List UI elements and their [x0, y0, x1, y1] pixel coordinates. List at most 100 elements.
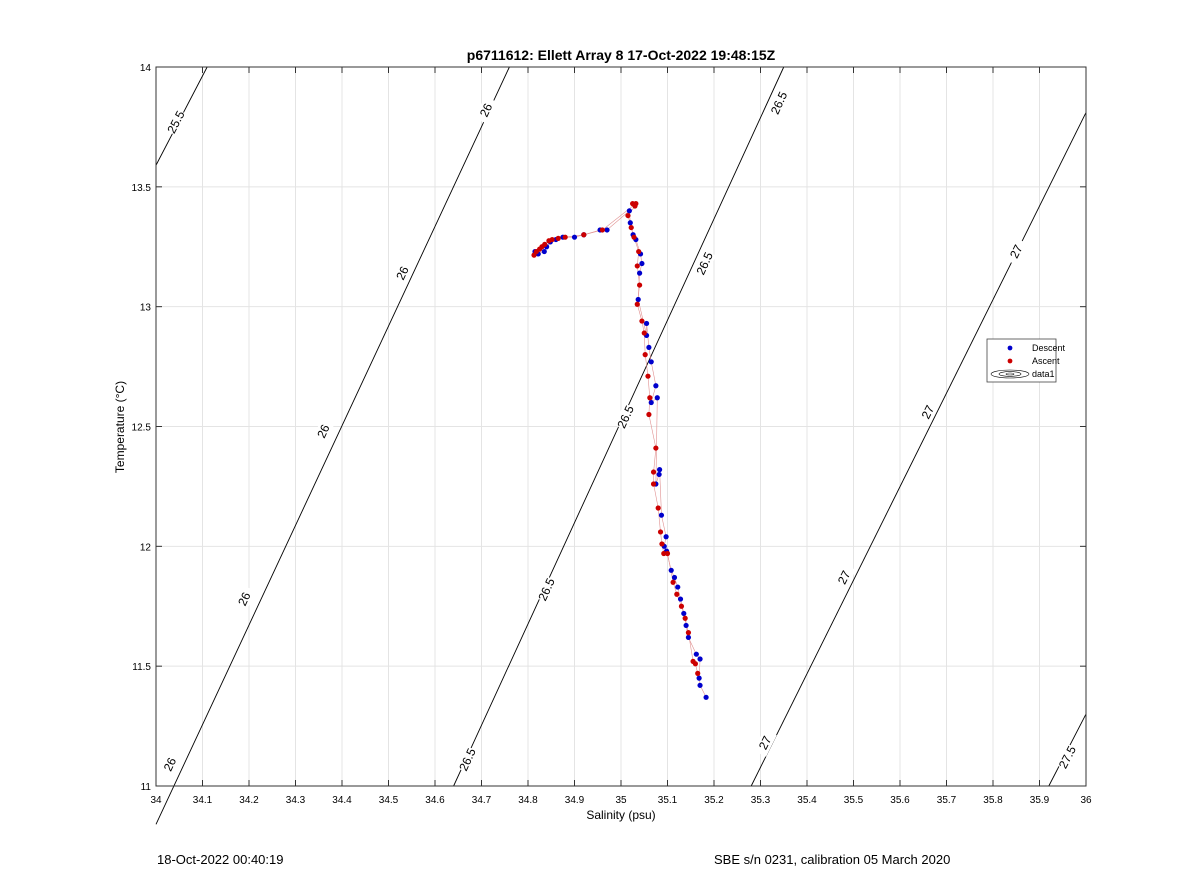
isopycnal-label-bg [535, 575, 558, 604]
isopycnal-label-bg [753, 728, 777, 757]
legend-contour-icon [990, 369, 1030, 379]
legend-label-ascent: Ascent [1032, 356, 1060, 366]
isopycnal-label: 26.5 [456, 746, 479, 773]
isopycnal-label: 26.5 [693, 250, 716, 277]
ascent-point [661, 550, 667, 557]
ascent-point [682, 615, 688, 621]
x-tick-label: 35.6 [890, 795, 910, 806]
y-tick-label: 11 [141, 782, 152, 793]
ascent-point [634, 263, 640, 269]
legend-marker-ascent [1007, 358, 1013, 364]
isopycnal-label: 26 [393, 264, 411, 282]
isopycnal-label-bg [916, 398, 940, 426]
ascent-point [685, 630, 692, 636]
y-axis-ticks: 11 11.5 12 12.5 13 13.5 14 [132, 63, 1086, 793]
descent-point [697, 682, 703, 688]
descent-point [671, 574, 678, 581]
ascent-point [581, 232, 587, 238]
ascent-point [647, 395, 653, 401]
isopycnal-line [155, 66, 510, 825]
x-tick-label: 35.3 [751, 795, 771, 806]
isopycnal-label-bg [232, 585, 256, 613]
descent-point [571, 234, 578, 240]
ascent-point [639, 318, 645, 324]
x-tick-label: 35.5 [844, 795, 864, 806]
x-tick-label: 35.8 [983, 795, 1003, 806]
isopycnal-label-bg [391, 259, 414, 287]
y-tick-label: 12.5 [132, 423, 152, 434]
x-tick-label: 34.9 [565, 795, 585, 806]
ascent-point [645, 373, 651, 379]
isopycnal-label: 26 [314, 422, 332, 440]
x-tick-label: 36 [1080, 795, 1092, 806]
x-tick-label: 34.8 [518, 795, 538, 806]
ascent-point [695, 670, 701, 676]
ascent-point [670, 579, 676, 585]
x-axis-label: Salinity (psu) [586, 808, 655, 822]
ascent-point [655, 505, 661, 511]
profile-line [533, 203, 707, 698]
descent-point [627, 220, 633, 226]
x-tick-label: 34.1 [193, 795, 213, 806]
ascent-point [690, 658, 696, 664]
ascent-point [653, 445, 659, 451]
descent-point [663, 534, 669, 540]
chart-title: p6711612: Ellett Array 8 17-Oct-2022 19:… [467, 47, 776, 63]
y-tick-label: 13.5 [132, 183, 152, 194]
descent-point [683, 622, 689, 629]
descent-point [681, 610, 687, 617]
isopycnal-label-bg [164, 108, 188, 136]
x-tick-label: 34.7 [472, 795, 492, 806]
descent-point [693, 651, 699, 657]
x-axis-ticks: 34 34.1 34.2 34.3 34.4 34.5 34.6 34.7 34.8 34.9 35… [150, 67, 1092, 806]
isopycnal-label-bg [474, 96, 498, 124]
descent-point [604, 227, 610, 233]
ascent-point [562, 234, 568, 240]
y-tick-label: 13 [140, 303, 152, 314]
isopycnal-label: 27 [756, 733, 775, 751]
descent-point [639, 260, 645, 267]
isopycnal-label-bg [158, 750, 182, 779]
ascent-point [546, 238, 552, 244]
ascent-point [674, 591, 680, 597]
descent-point [685, 634, 692, 641]
descent-point [648, 399, 654, 406]
descent-point [668, 567, 674, 573]
descent-point [653, 383, 659, 389]
x-tick-label: 34.3 [286, 795, 306, 806]
isopycnal-label-bg [1055, 743, 1080, 772]
ascent-point [636, 248, 642, 255]
y-tick-label: 12 [140, 542, 152, 553]
y-axis-label: Temperature (°C) [113, 381, 127, 473]
y-tick-label: 11.5 [132, 662, 151, 673]
x-tick-label: 35.4 [797, 795, 817, 806]
isopycnal-label-bg [456, 745, 479, 774]
x-tick-label: 34 [150, 795, 162, 806]
descent-point [677, 596, 684, 602]
descent-point [637, 270, 643, 276]
legend-marker-descent [1007, 345, 1013, 351]
ascent-point [657, 529, 664, 535]
x-tick-label: 35.1 [658, 795, 678, 806]
descent-point [703, 694, 709, 700]
descent-point [626, 208, 632, 214]
descent-point [656, 467, 663, 473]
isopycnal-label: 27 [835, 568, 854, 586]
ascent-point [678, 603, 685, 609]
descent-point [648, 359, 654, 365]
descent-point [696, 675, 702, 681]
x-tick-label: 35.7 [937, 795, 957, 806]
isopycnal-label-bg [832, 563, 856, 592]
ascent-point [599, 227, 606, 233]
ascent-point [650, 481, 657, 487]
descent-point [675, 584, 681, 590]
ascent-point [664, 550, 671, 557]
x-tick-label: 35 [615, 795, 627, 806]
legend-label-descent: Descent [1032, 343, 1066, 353]
isopycnal-label: 26.5 [535, 576, 558, 603]
ascent-point [646, 411, 652, 418]
descent-point [646, 344, 652, 351]
ascent-point [631, 234, 637, 240]
isopycnal-label: 27 [1007, 242, 1026, 260]
